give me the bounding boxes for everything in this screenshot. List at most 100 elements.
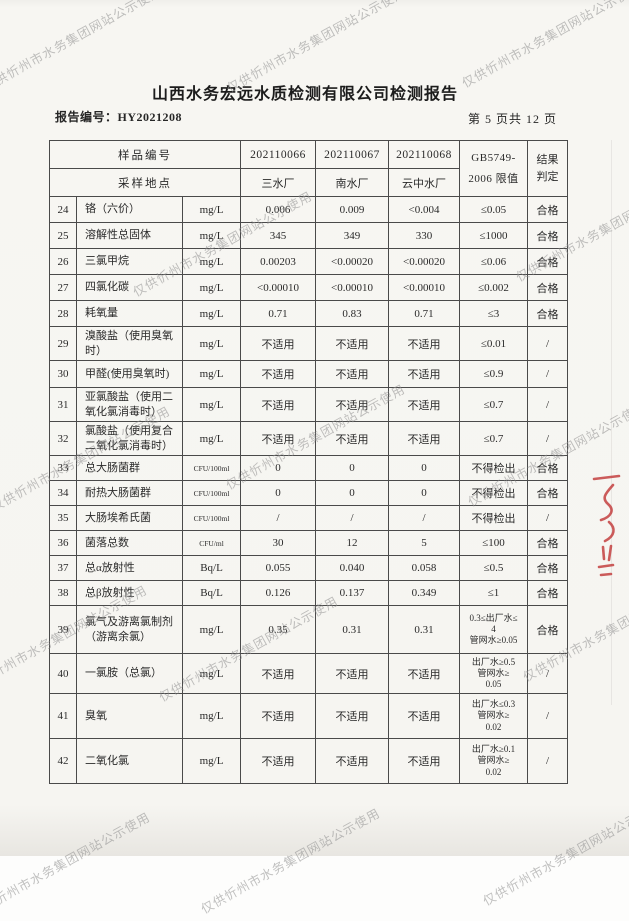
value-plant2-cell: 0.137 bbox=[315, 580, 390, 606]
table-row: 33 总大肠菌群 CFU/100ml 0 0 0 不得检出 合格 bbox=[49, 455, 569, 481]
value-plant3-cell: 不适用 bbox=[388, 360, 461, 388]
value-plant1-cell: 0 bbox=[240, 455, 317, 481]
report-number: 报告编号：HY2021208 bbox=[55, 110, 183, 124]
parameter-name-cell: 二氧化氯 bbox=[76, 738, 183, 784]
unit-cell: mg/L bbox=[181, 248, 242, 275]
value-plant2-cell: 0.040 bbox=[315, 555, 390, 581]
value-plant3-cell: 0.71 bbox=[388, 300, 461, 327]
value-plant3-cell: 不适用 bbox=[388, 738, 461, 784]
value-plant2-cell: 0.009 bbox=[315, 196, 390, 223]
unit-cell: mg/L bbox=[181, 738, 242, 784]
parameter-name-cell: 四氯化碳 bbox=[76, 274, 183, 301]
row-number-cell: 36 bbox=[49, 530, 77, 556]
value-plant1-cell: 0.055 bbox=[240, 555, 317, 581]
limit-cell: ≤0.06 bbox=[459, 248, 529, 275]
table-row: 29 溴酸盐（使用臭氧时） mg/L 不适用 不适用 不适用 ≤0.01/ bbox=[49, 326, 569, 361]
row-number-cell: 37 bbox=[49, 555, 77, 581]
value-plant2-cell: 不适用 bbox=[315, 387, 390, 422]
table-row: 37 总α放射性 Bq/L 0.055 0.040 0.058 ≤0.5 合格 bbox=[49, 555, 569, 581]
value-plant3-cell: <0.004 bbox=[388, 196, 461, 223]
value-plant1-cell: 345 bbox=[240, 222, 317, 249]
value-plant2-cell: <0.00010 bbox=[315, 274, 390, 301]
row-number-cell: 38 bbox=[49, 580, 77, 606]
location-1: 三水厂 bbox=[240, 168, 317, 197]
value-plant2-cell: 0.31 bbox=[315, 605, 390, 654]
limit-cell: ≤0.05 bbox=[459, 196, 529, 223]
location-2: 南水厂 bbox=[315, 168, 390, 197]
result-cell: 合格 bbox=[527, 248, 569, 275]
result-cell: 合格 bbox=[527, 222, 569, 249]
result-label-line2: 判定 bbox=[536, 170, 559, 183]
value-plant1-cell: 不适用 bbox=[240, 387, 317, 422]
value-plant1-cell: 不适用 bbox=[240, 693, 317, 739]
value-plant3-cell: 不适用 bbox=[388, 421, 461, 456]
result-cell: / bbox=[527, 505, 569, 531]
limit-cell: 不得检出 bbox=[459, 505, 529, 531]
parameter-name-cell: 铬（六价） bbox=[76, 196, 183, 223]
result-cell: 合格 bbox=[527, 580, 569, 606]
result-cell: / bbox=[527, 421, 569, 456]
parameter-name-cell: 总α放射性 bbox=[76, 555, 183, 581]
row-number-cell: 30 bbox=[49, 360, 77, 388]
result-cell: / bbox=[527, 360, 569, 388]
unit-cell: mg/L bbox=[181, 274, 242, 301]
table-row: 35 大肠埃希氏菌 CFU/100ml / / / 不得检出 / bbox=[49, 505, 569, 531]
value-plant3-cell: 330 bbox=[388, 222, 461, 249]
result-cell: 合格 bbox=[527, 196, 569, 223]
limit-cell: 0.3≤出厂水≤ 4 管网水≥0.05 bbox=[459, 605, 529, 654]
value-plant2-cell: <0.00020 bbox=[315, 248, 390, 275]
table-row: 24 铬（六价） mg/L 0.006 0.009 <0.004 ≤0.05 合格 bbox=[49, 196, 569, 223]
row-number-cell: 39 bbox=[49, 605, 77, 654]
table-row: 38 总β放射性 Bq/L 0.126 0.137 0.349 ≤1 合格 bbox=[49, 580, 569, 606]
water-quality-table: 样品编号 202110066 202110067 202110068 GB574… bbox=[48, 140, 569, 784]
value-plant3-cell: <0.00020 bbox=[388, 248, 461, 275]
result-label-line1: 结果 bbox=[536, 153, 559, 166]
sample-id-1: 202110066 bbox=[240, 140, 317, 169]
value-plant1-cell: 不适用 bbox=[240, 360, 317, 388]
table-row: 28 耗氧量 mg/L 0.71 0.83 0.71 ≤3 合格 bbox=[49, 300, 569, 327]
result-cell: / bbox=[527, 738, 569, 784]
value-plant2-cell: / bbox=[315, 505, 390, 531]
limit-cell: 不得检出 bbox=[459, 455, 529, 481]
scanner-background bbox=[0, 856, 629, 891]
value-plant3-cell: 0 bbox=[388, 455, 461, 481]
row-number-cell: 28 bbox=[49, 300, 77, 327]
result-cell: 合格 bbox=[527, 555, 569, 581]
unit-cell: mg/L bbox=[181, 693, 242, 739]
table-row: 34 耐热大肠菌群 CFU/100ml 0 0 0 不得检出 合格 bbox=[49, 480, 569, 506]
value-plant1-cell: 不适用 bbox=[240, 653, 317, 694]
value-plant3-cell: 0 bbox=[388, 480, 461, 506]
value-plant2-cell: 12 bbox=[315, 530, 390, 556]
result-cell: 合格 bbox=[527, 605, 569, 654]
unit-cell: mg/L bbox=[181, 360, 242, 388]
limit-cell: ≤0.002 bbox=[459, 274, 529, 301]
header-row-sample-no: 样品编号 202110066 202110067 202110068 GB574… bbox=[48, 140, 569, 197]
parameter-name-cell: 氯酸盐（使用复合二氧化氯消毒时） bbox=[76, 421, 183, 456]
header-row-location: 采样地点 三水厂 南水厂 云中水厂 bbox=[48, 168, 568, 197]
limit-cell: 出厂水≤0.3 管网水≥ 0.02 bbox=[459, 693, 529, 739]
value-plant3-cell: / bbox=[388, 505, 461, 531]
paper-fold-line bbox=[611, 140, 612, 705]
value-plant1-cell: 0.00203 bbox=[240, 248, 317, 275]
table-row: 32 氯酸盐（使用复合二氧化氯消毒时） mg/L 不适用 不适用 不适用 ≤0.7/ bbox=[49, 421, 569, 456]
row-number-cell: 33 bbox=[49, 455, 77, 481]
sample-no-label: 样品编号 bbox=[48, 140, 242, 169]
parameter-name-cell: 甲醛(使用臭氧时) bbox=[76, 360, 183, 388]
unit-cell: mg/L bbox=[181, 421, 242, 456]
limit-cell: 不得检出 bbox=[459, 480, 529, 506]
table-row: 31 亚氯酸盐（使用二氧化氯消毒时） mg/L 不适用 不适用 不适用 ≤0.7/ bbox=[49, 387, 569, 422]
red-ink-annotation bbox=[592, 474, 621, 577]
limit-cell: ≤0.01 bbox=[459, 326, 529, 361]
row-number-cell: 35 bbox=[49, 505, 77, 531]
table-row: 26 三氯甲烷 mg/L 0.00203 <0.00020 <0.00020 ≤0.06 合格 bbox=[49, 248, 569, 275]
result-cell: / bbox=[527, 387, 569, 422]
table-row: 40 一氯胺（总氯） mg/L 不适用 不适用 不适用 出厂水≥0.5 管网水≥ 0.05/ bbox=[49, 653, 569, 694]
results-table-body: 24 铬（六价） mg/L 0.006 0.009 <0.004 ≤0.05 合格 25 溶解性总… bbox=[49, 196, 569, 784]
table-row: 27 四氯化碳 mg/L <0.00010 <0.00010 <0.00010 ≤0.002… bbox=[49, 274, 569, 301]
parameter-name-cell: 总β放射性 bbox=[76, 580, 183, 606]
value-plant3-cell: 不适用 bbox=[388, 326, 461, 361]
limit-cell: ≤0.5 bbox=[459, 555, 529, 581]
unit-cell: CFU/ml bbox=[181, 530, 242, 556]
value-plant3-cell: 5 bbox=[388, 530, 461, 556]
parameter-name-cell: 氯气及游离氯制剂（游离余氯） bbox=[76, 605, 183, 654]
